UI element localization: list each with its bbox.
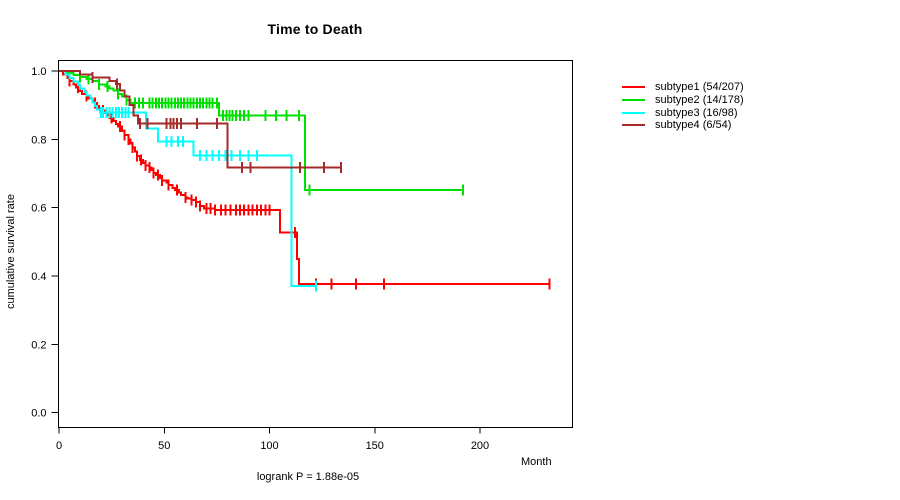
legend: subtype1 (54/207) subtype2 (14/178) subt… [622,81,744,132]
x-tick-label: 150 [366,440,384,452]
x-tick-label: 200 [471,440,489,452]
x-tick-label: 100 [260,440,278,452]
legend-label-subtype4: subtype4 (6/54) [655,119,732,132]
legend-row-subtype4: subtype4 (6/54) [622,119,744,132]
x-tick-label: 50 [158,440,170,452]
y-tick-label: 0.0 [31,408,46,420]
x-tick-label: 0 [56,440,62,452]
legend-row-subtype1: subtype1 (54/207) [622,81,744,94]
legend-row-subtype3: subtype3 (16/98) [622,106,744,119]
chart-title: Time to Death [267,21,363,37]
subtype3-survival-curve [59,70,316,288]
plot-border-box [58,60,573,428]
y-tick-label: 0.6 [31,203,46,215]
subtype2-line-swatch [622,99,645,102]
subtype4-line-swatch [622,124,645,127]
y-tick-label: 0.8 [31,134,46,146]
x-axis-label: Month [521,456,552,468]
subtype1-survival-curve [59,70,550,286]
y-tick-label: 0.4 [31,271,46,283]
y-tick-label: 0.2 [31,339,46,351]
subtype3-line-swatch [622,111,645,114]
legend-label-subtype3: subtype3 (16/98) [655,106,738,119]
logrank-annotation: logrank P = 1.88e-05 [256,471,360,483]
legend-row-subtype2: subtype2 (14/178) [622,94,744,107]
legend-label-subtype2: subtype2 (14/178) [655,94,744,107]
subtype1-line-swatch [622,86,645,89]
legend-label-subtype1: subtype1 (54/207) [655,81,744,94]
y-tick-label: 1.0 [31,66,46,78]
